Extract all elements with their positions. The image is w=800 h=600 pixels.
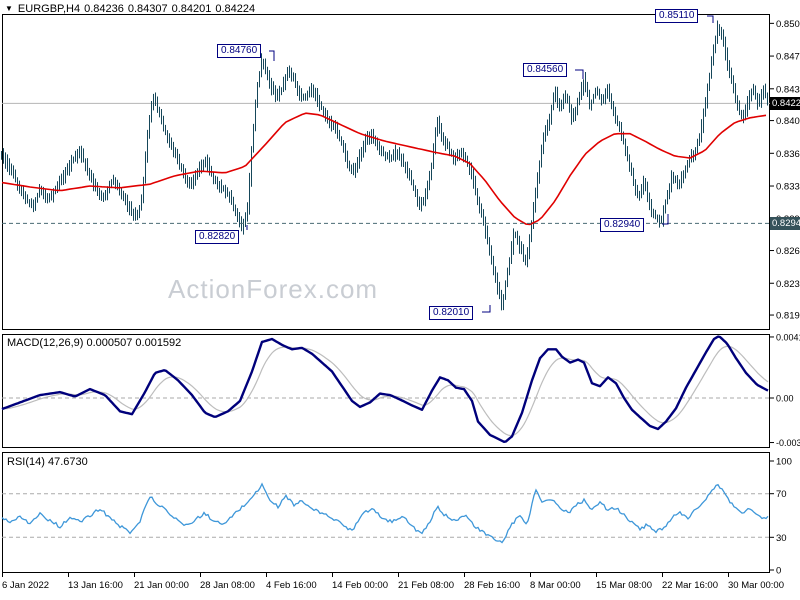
y-axis-label: 0.81960 xyxy=(776,311,800,322)
y-axis-label: 0 xyxy=(776,566,781,577)
y-axis-macd: 0.004138 0.00 -0.00302 xyxy=(770,332,800,448)
annotation-connector xyxy=(482,305,491,313)
price-annotation-0.84560: 0.84560 xyxy=(523,63,568,77)
y-axis-label: 0.83690 xyxy=(776,149,800,160)
quote-open: 0.84236 xyxy=(84,3,124,15)
symbol-period: EURGBP,H4 xyxy=(17,3,81,15)
macd-panel-frame xyxy=(2,334,770,448)
rsi-indicator-label: RSI(14) 47.6730 xyxy=(7,456,88,468)
candlestick-bars xyxy=(1,20,768,311)
x-axis-label: 22 Mar 16:00 xyxy=(662,580,718,591)
x-axis-label: 15 Mar 08:00 xyxy=(596,580,652,591)
annotation-connector xyxy=(662,214,669,225)
y-axis-label: 100 xyxy=(776,457,792,468)
price-annotation-0.82940: 0.82940 xyxy=(600,218,645,232)
y-axis-label: 0.00 xyxy=(776,394,794,404)
chart-title: ▼ EURGBP,H4 0.84236 0.84307 0.84201 0.84224 xyxy=(5,3,259,15)
x-axis-label: 28 Feb 16:00 xyxy=(464,580,520,591)
x-axis-label: 21 Feb 08:00 xyxy=(398,580,454,591)
watermark: ActionForex.com xyxy=(168,274,379,304)
y-axis-label: 0.004138 xyxy=(776,332,800,342)
y-axis-label: 30 xyxy=(776,533,787,544)
quote-close: 0.84224 xyxy=(215,3,256,15)
price-annotation-0.82820: 0.82820 xyxy=(195,230,240,244)
y-axis-label: 0.84730 xyxy=(776,52,800,63)
x-axis-label: 6 Jan 2022 xyxy=(2,580,49,591)
macd-signal-line xyxy=(1,345,769,437)
x-axis-label: 30 Mar 00:00 xyxy=(728,580,784,591)
y-axis-rsi: 100 70 30 0 xyxy=(770,457,792,577)
macd-indicator-label: MACD(12,26,9) 0.000507 0.001592 xyxy=(7,337,182,349)
price-annotation-0.82010: 0.82010 xyxy=(429,306,474,320)
quote-low: 0.84201 xyxy=(171,3,212,15)
price-annotation-0.85110: 0.85110 xyxy=(655,9,699,23)
rsi-line xyxy=(1,482,769,544)
macd-main-line xyxy=(1,335,769,443)
rsi-panel-frame xyxy=(2,452,770,573)
y-axis-label: 0.83340 xyxy=(776,182,800,193)
y-axis-label: 0.85080 xyxy=(776,19,800,30)
x-axis: 6 Jan 2022 13 Jan 16:00 21 Jan 00:00 28 Jan… xyxy=(2,573,784,591)
annotation-connector xyxy=(707,15,714,23)
current-price-axis-label: 0.84224 xyxy=(770,97,800,110)
support-level-axis-label: 0.82940 xyxy=(770,217,800,230)
annotation-connector xyxy=(575,69,584,79)
x-axis-label: 14 Feb 00:00 xyxy=(332,580,388,591)
y-axis-label: 0.84040 xyxy=(776,116,800,127)
x-axis-label: 28 Jan 08:00 xyxy=(200,580,255,591)
y-axis-label: 0.82300 xyxy=(776,279,800,290)
price-annotation-0.84760: 0.84760 xyxy=(217,44,262,58)
x-axis-label: 4 Feb 16:00 xyxy=(266,580,317,591)
y-axis-main: 0.85080 0.84730 0.84380 0.84040 0.83690 0.833… xyxy=(770,19,800,322)
ma-line xyxy=(1,112,767,226)
annotation-connector xyxy=(269,50,275,61)
main-panel-frame xyxy=(2,14,770,330)
x-axis-label: 13 Jan 16:00 xyxy=(68,580,123,591)
chart-marker-icon: ▼ xyxy=(5,4,13,13)
quote-high: 0.84307 xyxy=(127,3,168,15)
y-axis-label: 0.84380 xyxy=(776,84,800,95)
x-axis-label: 8 Mar 00:00 xyxy=(530,580,581,591)
y-axis-label: 0.82650 xyxy=(776,246,800,257)
y-axis-label: -0.00302 xyxy=(776,438,800,448)
x-axis-label: 21 Jan 00:00 xyxy=(134,580,189,591)
y-axis-label: 70 xyxy=(776,489,787,500)
